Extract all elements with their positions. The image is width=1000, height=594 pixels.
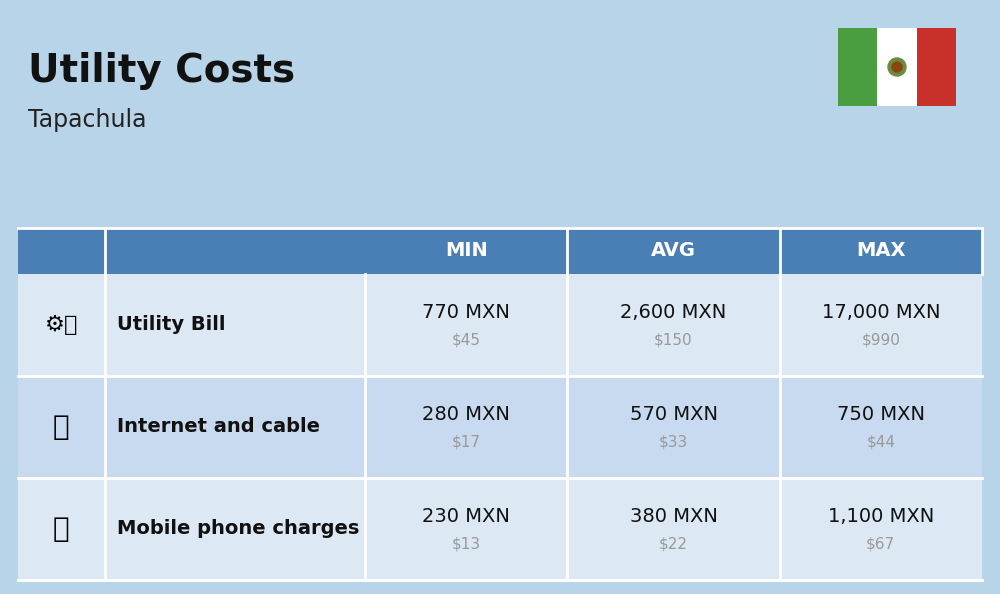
Circle shape — [892, 62, 902, 72]
Text: AVG: AVG — [651, 242, 696, 261]
Text: 1,100 MXN: 1,100 MXN — [828, 507, 934, 526]
Text: $17: $17 — [452, 435, 481, 450]
Text: Mobile phone charges: Mobile phone charges — [117, 520, 359, 539]
Text: $990: $990 — [861, 333, 900, 348]
Bar — [18, 478, 982, 580]
Bar — [917, 28, 956, 106]
Text: $13: $13 — [452, 537, 481, 552]
Text: $150: $150 — [654, 333, 693, 348]
Text: $44: $44 — [866, 435, 895, 450]
Text: MIN: MIN — [445, 242, 488, 261]
Text: 570 MXN: 570 MXN — [630, 405, 718, 424]
Text: 230 MXN: 230 MXN — [422, 507, 510, 526]
Text: Utility Bill: Utility Bill — [117, 315, 225, 334]
Bar — [365, 228, 567, 274]
Text: 750 MXN: 750 MXN — [837, 405, 925, 424]
Text: 📡: 📡 — [53, 413, 70, 441]
Text: 📱: 📱 — [53, 515, 70, 543]
Text: 770 MXN: 770 MXN — [422, 304, 510, 323]
Text: 280 MXN: 280 MXN — [422, 405, 510, 424]
Text: 17,000 MXN: 17,000 MXN — [822, 304, 940, 323]
Text: 2,600 MXN: 2,600 MXN — [620, 304, 727, 323]
Text: 380 MXN: 380 MXN — [630, 507, 717, 526]
Text: $33: $33 — [659, 435, 688, 450]
Text: $45: $45 — [452, 333, 481, 348]
Text: $67: $67 — [866, 537, 895, 552]
Text: $22: $22 — [659, 537, 688, 552]
Text: Internet and cable: Internet and cable — [117, 418, 320, 437]
Bar — [18, 376, 982, 478]
Bar — [877, 28, 917, 106]
Bar — [18, 274, 982, 376]
Text: MAX: MAX — [856, 242, 906, 261]
Bar — [105, 228, 365, 274]
Text: ⚙🔌: ⚙🔌 — [45, 315, 78, 335]
Text: Utility Costs: Utility Costs — [28, 52, 295, 90]
Text: Tapachula: Tapachula — [28, 108, 146, 132]
Bar — [18, 228, 105, 274]
Bar — [567, 228, 780, 274]
Bar — [780, 228, 982, 274]
Circle shape — [888, 58, 906, 76]
Bar — [838, 28, 877, 106]
